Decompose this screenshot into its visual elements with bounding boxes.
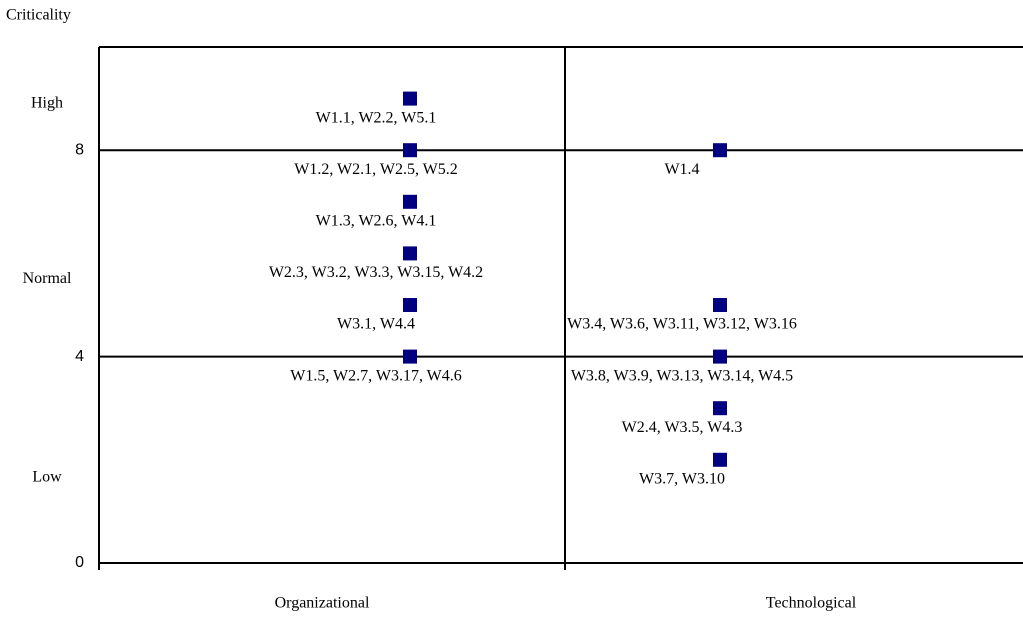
x-tick-label: Organizational [275, 595, 370, 612]
point-label: W2.4, W3.5, W4.3 [622, 419, 743, 436]
point [403, 246, 417, 261]
point [403, 349, 417, 364]
x-tick-label: Technological [766, 595, 857, 612]
point [713, 452, 727, 467]
point-label: W3.7, W3.10 [639, 470, 725, 487]
y-tick-label: 4 [75, 348, 84, 365]
point-label: W1.3, W2.6, W4.1 [316, 212, 437, 229]
y-axis-title: Criticality [6, 7, 71, 24]
point-label: W1.2, W2.1, W2.5, W5.2 [294, 161, 458, 178]
y-tick-label: 8 [75, 141, 84, 158]
point [713, 401, 727, 416]
point-label: W1.5, W2.7, W3.17, W4.6 [290, 367, 462, 384]
point [713, 298, 727, 312]
y-tick-label: 0 [75, 554, 84, 571]
point-label: W3.8, W3.9, W3.13, W3.14, W4.5 [571, 367, 793, 384]
point-label: W3.4, W3.6, W3.11, W3.12, W3.16 [567, 316, 797, 333]
point [403, 194, 417, 209]
point-label: W3.1, W4.4 [337, 316, 415, 333]
y-band-label: High [31, 94, 63, 111]
point [403, 143, 417, 158]
point-label: W2.3, W3.2, W3.3, W3.15, W4.2 [269, 264, 483, 281]
point [713, 349, 727, 364]
point [403, 298, 417, 312]
y-band-label: Normal [23, 270, 72, 287]
point [403, 91, 417, 106]
y-band-label: Low [32, 469, 62, 486]
point-label: W1.4 [664, 161, 699, 178]
point [713, 143, 727, 158]
point-label: W1.1, W2.2, W5.1 [316, 109, 437, 126]
